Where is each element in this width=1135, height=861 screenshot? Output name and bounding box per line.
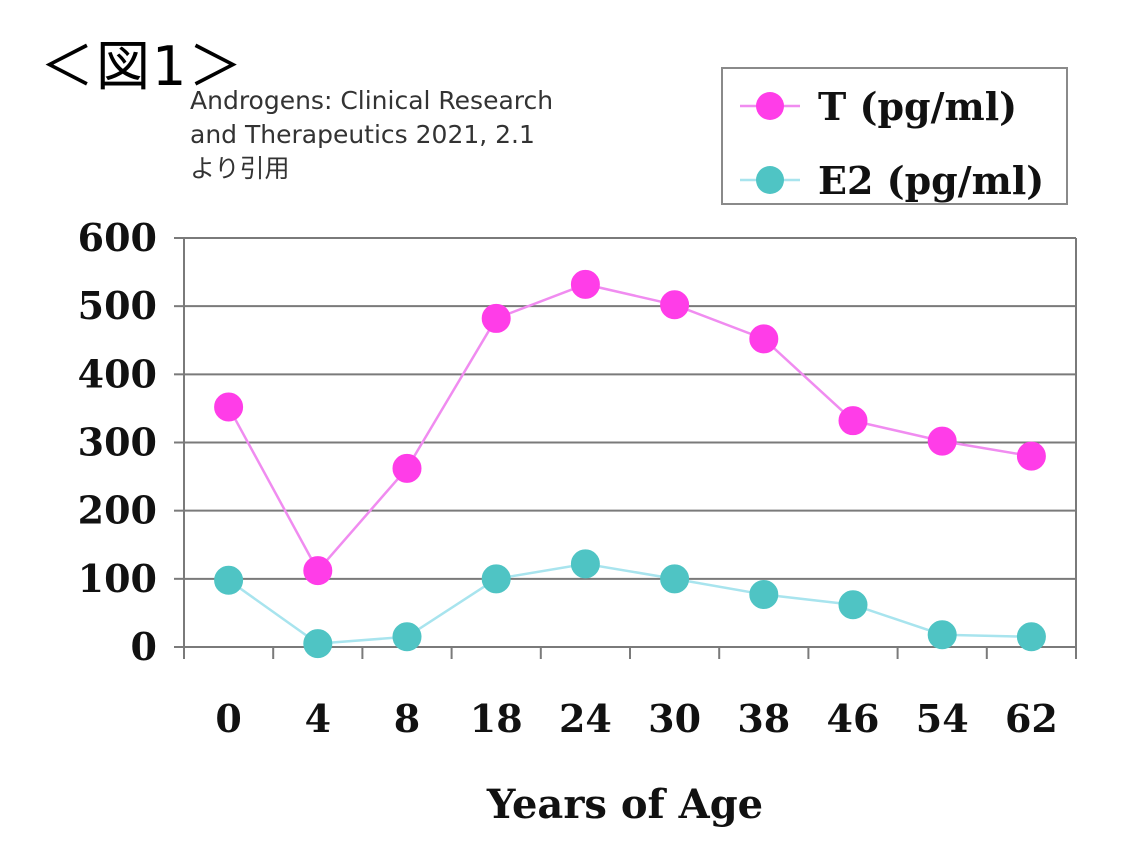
series-line [227,283,1032,573]
data-point [303,556,333,586]
x-tick-label: 38 [737,696,790,741]
x-tick-label: 54 [916,696,969,741]
citation: Androgens: Clinical Research and Therape… [190,84,553,186]
legend: T (pg/ml) E2 (pg/ml) [721,67,1068,205]
axes [174,237,1077,659]
data-point [214,565,244,595]
series [214,269,1046,659]
y-tick-label: 400 [78,351,157,396]
data-point [303,629,333,659]
data-point [392,622,422,652]
x-tick-label: 18 [470,696,523,741]
series-0 [214,269,1046,586]
legend-marker [756,92,784,120]
data-point [660,564,690,594]
y-tick-label: 0 [131,624,157,669]
y-tick-label: 300 [78,420,157,465]
x-tick-label: 4 [305,696,331,741]
data-point [570,269,600,299]
data-point [392,453,422,483]
data-point [749,324,779,354]
data-point [1016,622,1046,652]
x-tick-label: 30 [648,696,701,741]
data-point [481,564,511,594]
data-point [660,290,690,320]
data-point [749,580,779,610]
data-point [570,549,600,579]
figure-label: ＜図1＞ [40,35,245,98]
data-point [838,406,868,436]
data-point [838,590,868,620]
legend-marker [756,166,784,194]
data-point [1016,441,1046,471]
series-line [227,562,1032,645]
grid [184,237,1076,580]
x-tick-label: 62 [1005,696,1058,741]
legend-label: T (pg/ml) [818,84,1017,129]
citation-line: and Therapeutics 2021, 2.1 [190,120,535,149]
y-tick-label: 600 [78,215,157,260]
y-tick-label: 100 [78,556,157,601]
citation-line: より引用 [190,154,290,183]
y-tick-label: 500 [78,283,157,328]
tick-labels: 0 100 200 300 400 500 600 0 4 8 18 24 30 38 46 54 62 [78,215,1058,741]
data-point [214,392,244,422]
x-tick-label: 46 [827,696,880,741]
data-point [927,426,957,456]
citation-line: Androgens: Clinical Research [190,86,554,115]
x-tick-label: 8 [394,696,420,741]
x-axis-label: Years of Age [486,781,763,828]
x-tick-label: 0 [215,696,241,741]
y-tick-label: 200 [78,488,157,533]
data-point [927,620,957,650]
data-point [481,303,511,333]
series-1 [214,549,1046,659]
legend-label: E2 (pg/ml) [818,158,1044,203]
x-tick-label: 24 [559,696,612,741]
